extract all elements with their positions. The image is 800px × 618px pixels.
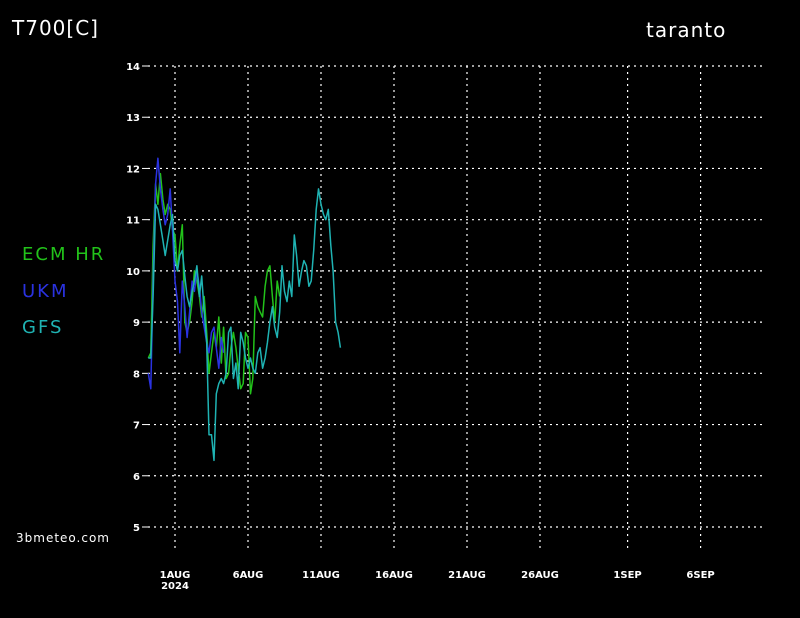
- y-tick-label-11: 11: [126, 216, 140, 227]
- grid-lines: [148, 65, 765, 552]
- location-title: taranto: [646, 18, 727, 42]
- y-tick-label-8: 8: [133, 369, 140, 380]
- chart-variable-title: T700[C]: [12, 16, 99, 40]
- y-tick-label-12: 12: [126, 164, 140, 175]
- y-tick-label-9: 9: [133, 318, 140, 329]
- x-tick-sublabel-0: 2024: [161, 581, 189, 592]
- series-line-2: [148, 188, 342, 462]
- x-tick-label-5: 26AUG: [521, 570, 559, 581]
- x-tick-label-3: 16AUG: [375, 570, 413, 581]
- y-tick-label-5: 5: [133, 523, 140, 534]
- legend-entry-ecm-hr: ECM HR: [22, 244, 106, 265]
- y-tick-label-13: 13: [126, 113, 140, 124]
- x-tick-label-6: 1SEP: [613, 570, 641, 581]
- y-tick-label-10: 10: [126, 267, 140, 278]
- legend-entry-ukm: UKM: [22, 281, 69, 302]
- x-tick-label-0: 1AUG: [160, 570, 191, 581]
- legend-entry-gfs: GFS: [22, 317, 64, 338]
- x-tick-label-2: 11AUG: [302, 570, 340, 581]
- x-tick-label-7: 6SEP: [686, 570, 714, 581]
- site-credit: 3bmeteo.com: [16, 531, 110, 545]
- y-tick-label-7: 7: [133, 421, 140, 432]
- y-tick-label-14: 14: [126, 62, 140, 73]
- series-line-1: [147, 157, 225, 390]
- x-tick-label-4: 21AUG: [448, 570, 486, 581]
- y-tick-label-6: 6: [133, 472, 140, 483]
- x-tick-label-1: 6AUG: [233, 570, 264, 581]
- data-series: [147, 157, 342, 462]
